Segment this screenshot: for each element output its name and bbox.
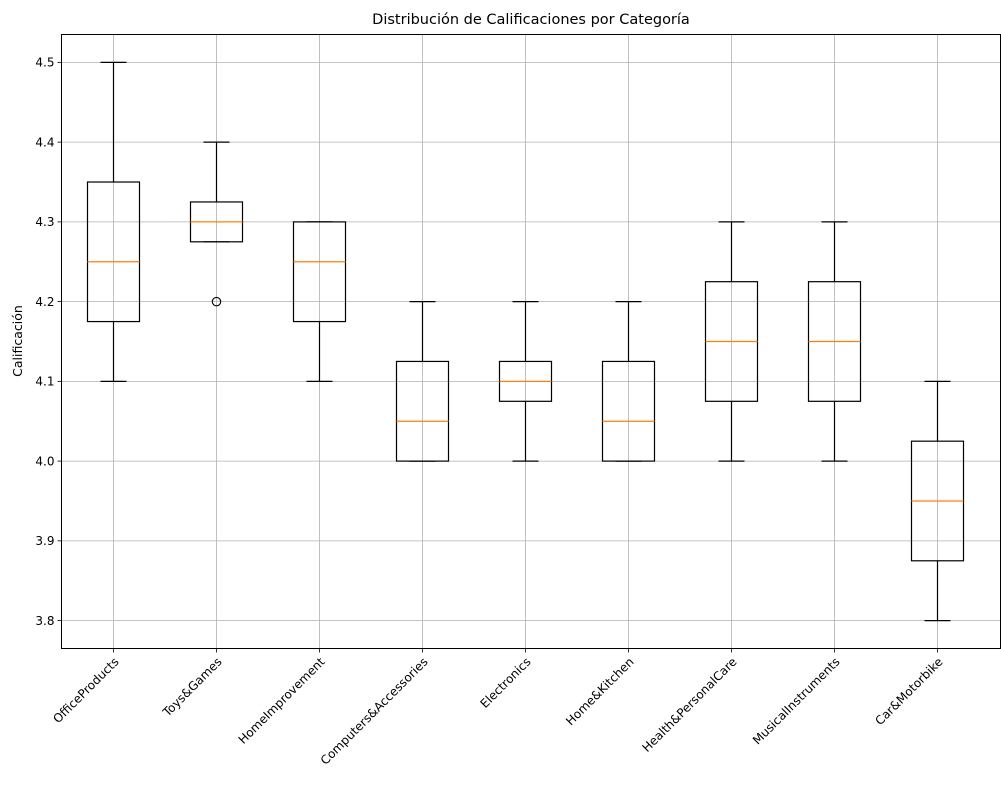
y-tick-label: 4.0 — [35, 454, 54, 468]
boxes — [86, 61, 965, 622]
x-tick-label: HomeImprovement — [236, 655, 328, 747]
y-tick-label: 4.3 — [35, 215, 54, 229]
box-plot — [498, 301, 553, 462]
y-tick-label: 4.1 — [35, 375, 54, 389]
x-tick-label: Computers&Accessories — [318, 655, 431, 768]
box-plot — [910, 380, 965, 622]
y-tick-label: 4.2 — [35, 295, 54, 309]
box-iqr — [601, 360, 656, 462]
x-tick-label: Home&Kitchen — [563, 655, 636, 728]
box-plot — [704, 221, 759, 462]
y-tick-label: 3.8 — [35, 614, 54, 628]
box-iqr — [86, 181, 141, 323]
box-iqr — [292, 221, 347, 323]
y-tick-label: 4.5 — [35, 56, 54, 70]
box-plot — [395, 301, 450, 462]
x-tick-label: OfficeProducts — [50, 655, 121, 726]
y-axis-label: Calificación — [10, 305, 25, 377]
box-plot — [189, 141, 244, 307]
x-ticks: OfficeProducts Toys&Games HomeImprovementC… — [50, 648, 946, 768]
y-tick-label: 4.4 — [35, 135, 54, 149]
x-tick-label: Car&Motorbike — [872, 655, 945, 728]
y-ticks: 3.8 3.9 4.0 4.1 4.2 4.3 4.4 4.5 — [35, 56, 62, 628]
outlier-point — [211, 296, 222, 307]
y-tick-label: 3.9 — [35, 534, 54, 548]
box-iqr — [395, 360, 450, 462]
chart-title: Distribución de Calificaciones por Categ… — [372, 12, 690, 28]
box-plot — [601, 301, 656, 462]
x-tick-label: Health&PersonalCare — [640, 655, 740, 755]
x-tick-label: Toys&Games — [159, 655, 224, 720]
box-plot — [807, 221, 862, 462]
x-tick-label: MusicalInstruments — [750, 655, 843, 748]
box-plot — [86, 61, 141, 382]
x-tick-label: Electronics — [477, 655, 533, 711]
box-plot — [292, 221, 347, 382]
